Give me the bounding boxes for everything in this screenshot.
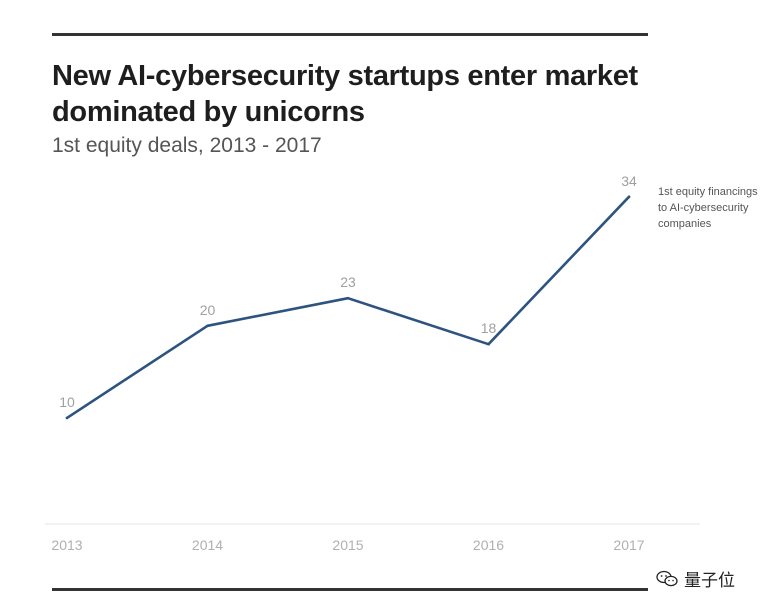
watermark-text: 量子位 bbox=[684, 571, 735, 590]
data-point bbox=[206, 324, 209, 328]
x-tick-label: 2015 bbox=[332, 537, 363, 553]
chart-title-line-2: dominated by unicorns bbox=[52, 96, 365, 128]
data-label: 34 bbox=[621, 173, 637, 189]
chart-title-line-1: New AI-cybersecurity startups enter mark… bbox=[52, 60, 638, 92]
top-rule bbox=[52, 33, 648, 36]
x-tick-label: 2014 bbox=[192, 537, 223, 553]
data-point bbox=[487, 342, 490, 346]
data-label: 10 bbox=[59, 394, 75, 410]
series-label-line: companies bbox=[658, 218, 712, 230]
wechat-icon bbox=[656, 570, 678, 586]
series-label-line: to AI-cybersecurity bbox=[658, 202, 749, 214]
chart-title: New AI-cybersecurity startups enter mark… bbox=[52, 58, 652, 130]
bottom-rule bbox=[52, 588, 648, 591]
watermark: 量子位 bbox=[656, 566, 735, 591]
data-point bbox=[346, 296, 350, 300]
series-label-line: 1st equity financings bbox=[658, 186, 758, 198]
chart-subtitle: 1st equity deals, 2013 - 2017 bbox=[52, 134, 322, 157]
data-label: 23 bbox=[340, 274, 356, 290]
data-point bbox=[65, 416, 69, 420]
series-line bbox=[65, 195, 631, 420]
data-point bbox=[627, 195, 631, 199]
data-label: 18 bbox=[481, 320, 497, 336]
x-tick-label: 2017 bbox=[613, 537, 644, 553]
data-label: 20 bbox=[200, 302, 216, 318]
x-tick-label: 2013 bbox=[51, 537, 82, 553]
x-tick-label: 2016 bbox=[473, 537, 504, 553]
